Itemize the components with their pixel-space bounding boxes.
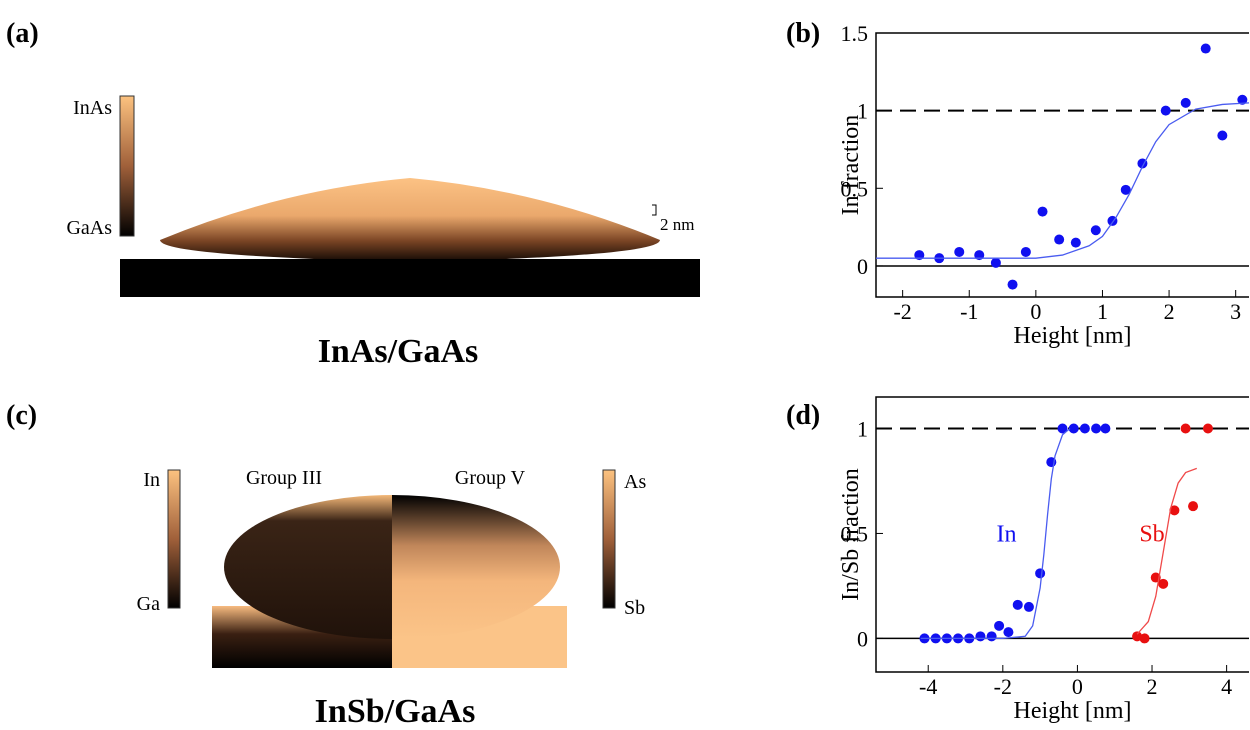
panel-label: (a) xyxy=(6,18,39,49)
annotation: In xyxy=(997,521,1017,547)
y-tick-label: 1 xyxy=(857,416,868,441)
x-tick-label: 3 xyxy=(1230,299,1241,324)
data-point xyxy=(1217,130,1227,140)
data-point xyxy=(991,258,1001,268)
data-point xyxy=(1069,423,1079,433)
x-tick-label: 0 xyxy=(1030,299,1041,324)
colorbar-label: InAs xyxy=(73,97,112,119)
colorbar-label: Ga xyxy=(137,593,160,615)
colorbar-label: Sb xyxy=(624,597,645,619)
data-point xyxy=(1201,44,1211,54)
data-point xyxy=(1008,280,1018,290)
data-point xyxy=(1013,600,1023,610)
colorbar xyxy=(168,470,180,608)
data-point xyxy=(1003,627,1013,637)
x-tick-label: -4 xyxy=(919,674,937,699)
data-point xyxy=(1161,106,1171,116)
y-tick-label: 0 xyxy=(857,626,868,651)
scale-bar xyxy=(652,205,656,215)
data-point xyxy=(1080,423,1090,433)
data-point xyxy=(1181,98,1191,108)
data-point xyxy=(1188,501,1198,511)
fit-line xyxy=(1137,468,1197,634)
caption: InAs/GaAs xyxy=(318,333,479,370)
y-tick-label: 0 xyxy=(857,254,868,279)
figure: (a) InAs GaAs 2 nm InAs/GaAs (c) In Ga A… xyxy=(0,0,1250,730)
substrate xyxy=(120,259,700,297)
x-tick-label: 4 xyxy=(1221,674,1232,699)
data-point xyxy=(975,631,985,641)
data-point xyxy=(987,631,997,641)
x-tick-label: -1 xyxy=(960,299,978,324)
data-point xyxy=(1091,423,1101,433)
x-tick-label: 2 xyxy=(1164,299,1175,324)
data-point xyxy=(1024,602,1034,612)
caption: InSb/GaAs xyxy=(315,693,476,730)
data-point xyxy=(1181,423,1191,433)
colorbar-label: As xyxy=(624,471,646,493)
data-point xyxy=(1158,579,1168,589)
data-point xyxy=(1203,423,1213,433)
y-axis-title: In fraction xyxy=(838,115,864,216)
x-axis-title: Height [nm] xyxy=(1014,698,1132,724)
dot-shape xyxy=(160,178,660,262)
data-point xyxy=(1140,633,1150,643)
group-title: Group III xyxy=(246,467,322,489)
data-point xyxy=(1091,225,1101,235)
data-point xyxy=(994,621,1004,631)
colorbar-label: GaAs xyxy=(66,217,112,239)
data-point xyxy=(1054,235,1064,245)
colorbar-label: In xyxy=(143,469,160,491)
panel-label: (d) xyxy=(786,400,820,431)
panel-label: (b) xyxy=(786,18,820,49)
x-axis-title: Height [nm] xyxy=(1014,323,1132,349)
data-point xyxy=(1071,238,1081,248)
x-tick-label: 2 xyxy=(1147,674,1158,699)
colorbar xyxy=(120,96,134,236)
data-point xyxy=(1035,568,1045,578)
axes-frame xyxy=(876,33,1249,297)
scale-label: 2 nm xyxy=(660,215,694,234)
x-tick-label: -2 xyxy=(994,674,1012,699)
group-title: Group V xyxy=(455,467,526,489)
data-point xyxy=(1100,423,1110,433)
y-tick-label: 1.5 xyxy=(841,21,869,46)
axes-frame xyxy=(876,397,1249,672)
y-axis-title: In/Sb fraction xyxy=(838,468,864,601)
fit-line xyxy=(876,103,1249,258)
x-tick-label: 1 xyxy=(1097,299,1108,324)
data-point xyxy=(1021,247,1031,257)
data-point xyxy=(1038,207,1048,217)
panel-label: (c) xyxy=(6,400,37,431)
x-tick-label: 0 xyxy=(1072,674,1083,699)
x-tick-label: -2 xyxy=(893,299,911,324)
colorbar xyxy=(603,470,615,608)
annotation: Sb xyxy=(1139,521,1164,547)
data-point xyxy=(954,247,964,257)
